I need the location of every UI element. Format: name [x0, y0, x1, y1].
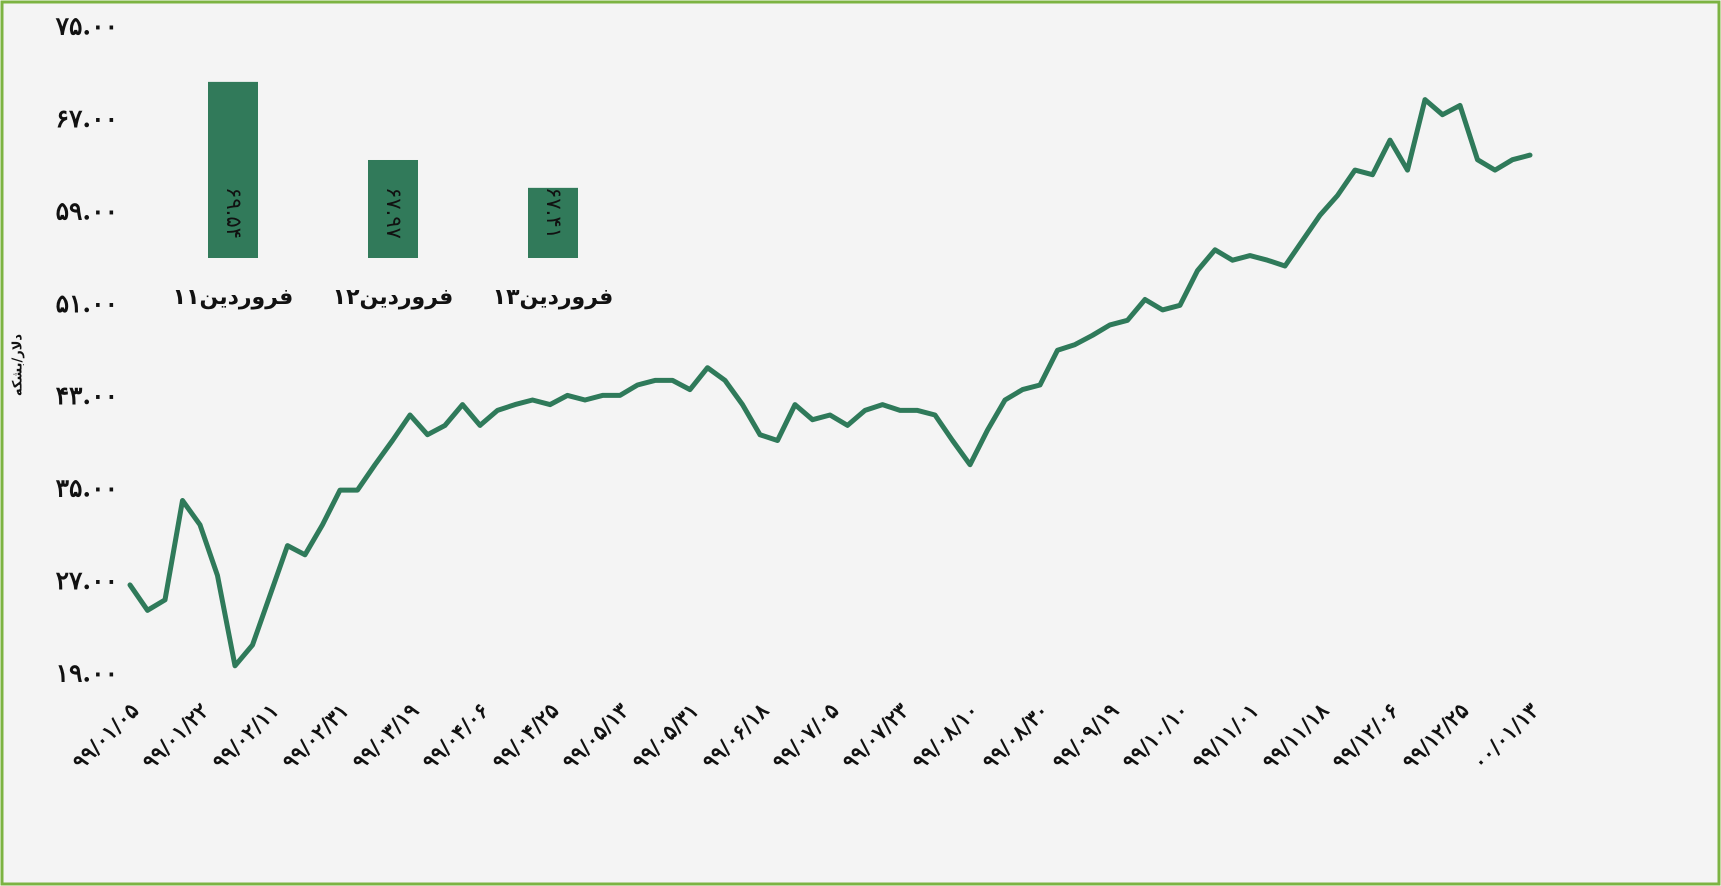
bar-category-label: ۱۳فروردین [493, 285, 614, 310]
y-tick-label: ۶۷.۰۰ [56, 104, 118, 133]
y-tick-label: ۲۷.۰۰ [56, 566, 118, 595]
bar [368, 159, 418, 258]
bar [528, 187, 578, 258]
y-tick-label: ۵۱.۰۰ [56, 289, 118, 318]
bar-category-label: ۱۲فروردین [333, 285, 454, 310]
bar-value-label: ۶۷.۹۷ [382, 187, 406, 239]
y-tick-label: ۳۵.۰۰ [56, 474, 118, 503]
line [127, 97, 1533, 669]
y-tick-label: ۴۳.۰۰ [56, 381, 118, 410]
bar [208, 81, 258, 258]
y-tick-label: ۱۹.۰۰ [56, 659, 118, 688]
bar-category-label: ۱۱فروردین [173, 285, 294, 310]
y-tick-label: ۷۵.۰۰ [55, 12, 118, 41]
bar-value-label: ۶۹.۵۴ [222, 187, 246, 239]
y-axis-label: دلار/بشکه [11, 334, 26, 396]
bar-value-label: ۶۷.۴۱ [542, 187, 566, 239]
y-tick-label: ۵۹.۰۰ [56, 196, 118, 225]
